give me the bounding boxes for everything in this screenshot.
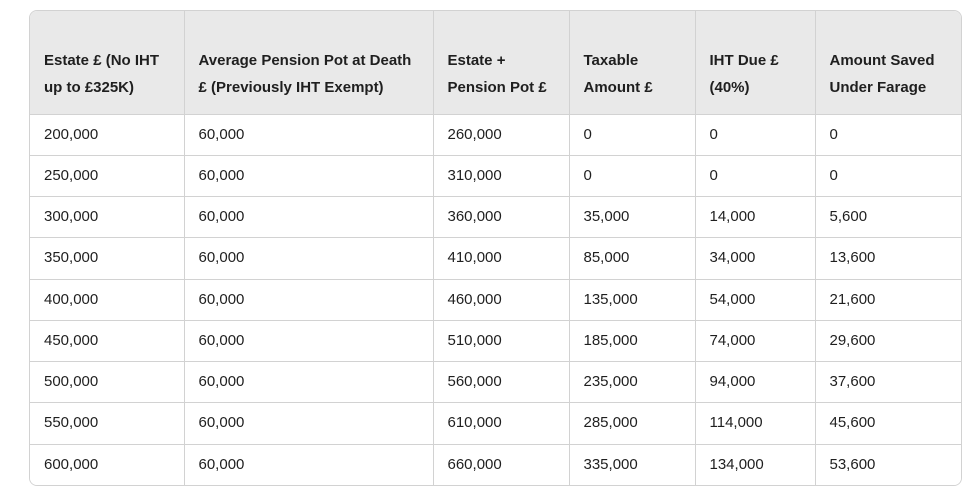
- table-cell: 60,000: [184, 196, 434, 239]
- table-cell: 94,000: [695, 361, 816, 404]
- table-row: 400,000 60,000 460,000 135,000 54,000 21,600: [30, 279, 961, 321]
- table-cell: 510,000: [433, 320, 570, 363]
- table-cell: 45,600: [815, 402, 961, 445]
- table-cell: 74,000: [695, 320, 816, 363]
- table-cell: 200,000: [30, 114, 185, 156]
- table-cell: 60,000: [184, 279, 434, 321]
- table-cell: 0: [695, 155, 816, 198]
- table-cell: 53,600: [815, 444, 961, 485]
- table-cell: 60,000: [184, 444, 434, 485]
- table-cell: 410,000: [433, 237, 570, 280]
- table-cell: 250,000: [30, 155, 185, 198]
- table-row: 550,000 60,000 610,000 285,000 114,000 45,600: [30, 402, 961, 445]
- table-cell: 35,000: [569, 196, 696, 239]
- table-cell: 235,000: [569, 361, 696, 404]
- table-cell: 460,000: [433, 279, 570, 321]
- table-cell: 260,000: [433, 114, 570, 156]
- column-header: Average Pension Pot at Death £ (Previous…: [184, 11, 434, 115]
- table-cell: 300,000: [30, 196, 185, 239]
- table-cell: 13,600: [815, 237, 961, 280]
- table-cell: 400,000: [30, 279, 185, 321]
- table-cell: 0: [815, 114, 961, 156]
- table-cell: 550,000: [30, 402, 185, 445]
- table-cell: 600,000: [30, 444, 185, 485]
- table-cell: 350,000: [30, 237, 185, 280]
- table-row: 600,000 60,000 660,000 335,000 134,000 53,600: [30, 444, 961, 485]
- table-row: 500,000 60,000 560,000 235,000 94,000 37,600: [30, 361, 961, 404]
- table-cell: 185,000: [569, 320, 696, 363]
- table-cell: 450,000: [30, 320, 185, 363]
- table-cell: 134,000: [695, 444, 816, 485]
- table-cell: 5,600: [815, 196, 961, 239]
- table-cell: 14,000: [695, 196, 816, 239]
- table-cell: 360,000: [433, 196, 570, 239]
- table-cell: 285,000: [569, 402, 696, 445]
- column-header: Estate + Pension Pot £: [433, 11, 570, 115]
- table-cell: 500,000: [30, 361, 185, 404]
- table-cell: 60,000: [184, 155, 434, 198]
- column-header: IHT Due £ (40%): [695, 11, 816, 115]
- table-cell: 60,000: [184, 237, 434, 280]
- table-cell: 60,000: [184, 402, 434, 445]
- iht-data-table: Estate £ (No IHT up to £325K) Average Pen…: [30, 11, 961, 485]
- table-cell: 0: [569, 114, 696, 156]
- table-cell: 60,000: [184, 114, 434, 156]
- table-cell: 29,600: [815, 320, 961, 363]
- table-cell: 335,000: [569, 444, 696, 485]
- table-header: Estate £ (No IHT up to £325K) Average Pen…: [30, 11, 961, 115]
- table-cell: 34,000: [695, 237, 816, 280]
- table-row: 300,000 60,000 360,000 35,000 14,000 5,600: [30, 196, 961, 239]
- iht-data-table-container: Estate £ (No IHT up to £325K) Average Pen…: [29, 10, 962, 486]
- table-cell: 610,000: [433, 402, 570, 445]
- table-row: 450,000 60,000 510,000 185,000 74,000 29,600: [30, 320, 961, 363]
- column-header: Estate £ (No IHT up to £325K): [30, 11, 185, 115]
- table-body: 200,000 60,000 260,000 0 0 0 250,000 60,000 310,…: [30, 114, 961, 485]
- table-row: 350,000 60,000 410,000 85,000 34,000 13,600: [30, 237, 961, 280]
- table-cell: 0: [815, 155, 961, 198]
- column-header: Taxable Amount £: [569, 11, 696, 115]
- table-row: 200,000 60,000 260,000 0 0 0: [30, 114, 961, 156]
- table-cell: 660,000: [433, 444, 570, 485]
- table-cell: 310,000: [433, 155, 570, 198]
- table-cell: 114,000: [695, 402, 816, 445]
- table-row: 250,000 60,000 310,000 0 0 0: [30, 155, 961, 198]
- table-cell: 560,000: [433, 361, 570, 404]
- table-cell: 85,000: [569, 237, 696, 280]
- table-cell: 21,600: [815, 279, 961, 321]
- table-cell: 0: [569, 155, 696, 198]
- table-cell: 54,000: [695, 279, 816, 321]
- column-header: Amount Saved Under Farage: [815, 11, 961, 115]
- table-cell: 135,000: [569, 279, 696, 321]
- table-cell: 60,000: [184, 320, 434, 363]
- table-cell: 60,000: [184, 361, 434, 404]
- table-cell: 0: [695, 114, 816, 156]
- header-row: Estate £ (No IHT up to £325K) Average Pen…: [30, 11, 961, 115]
- table-cell: 37,600: [815, 361, 961, 404]
